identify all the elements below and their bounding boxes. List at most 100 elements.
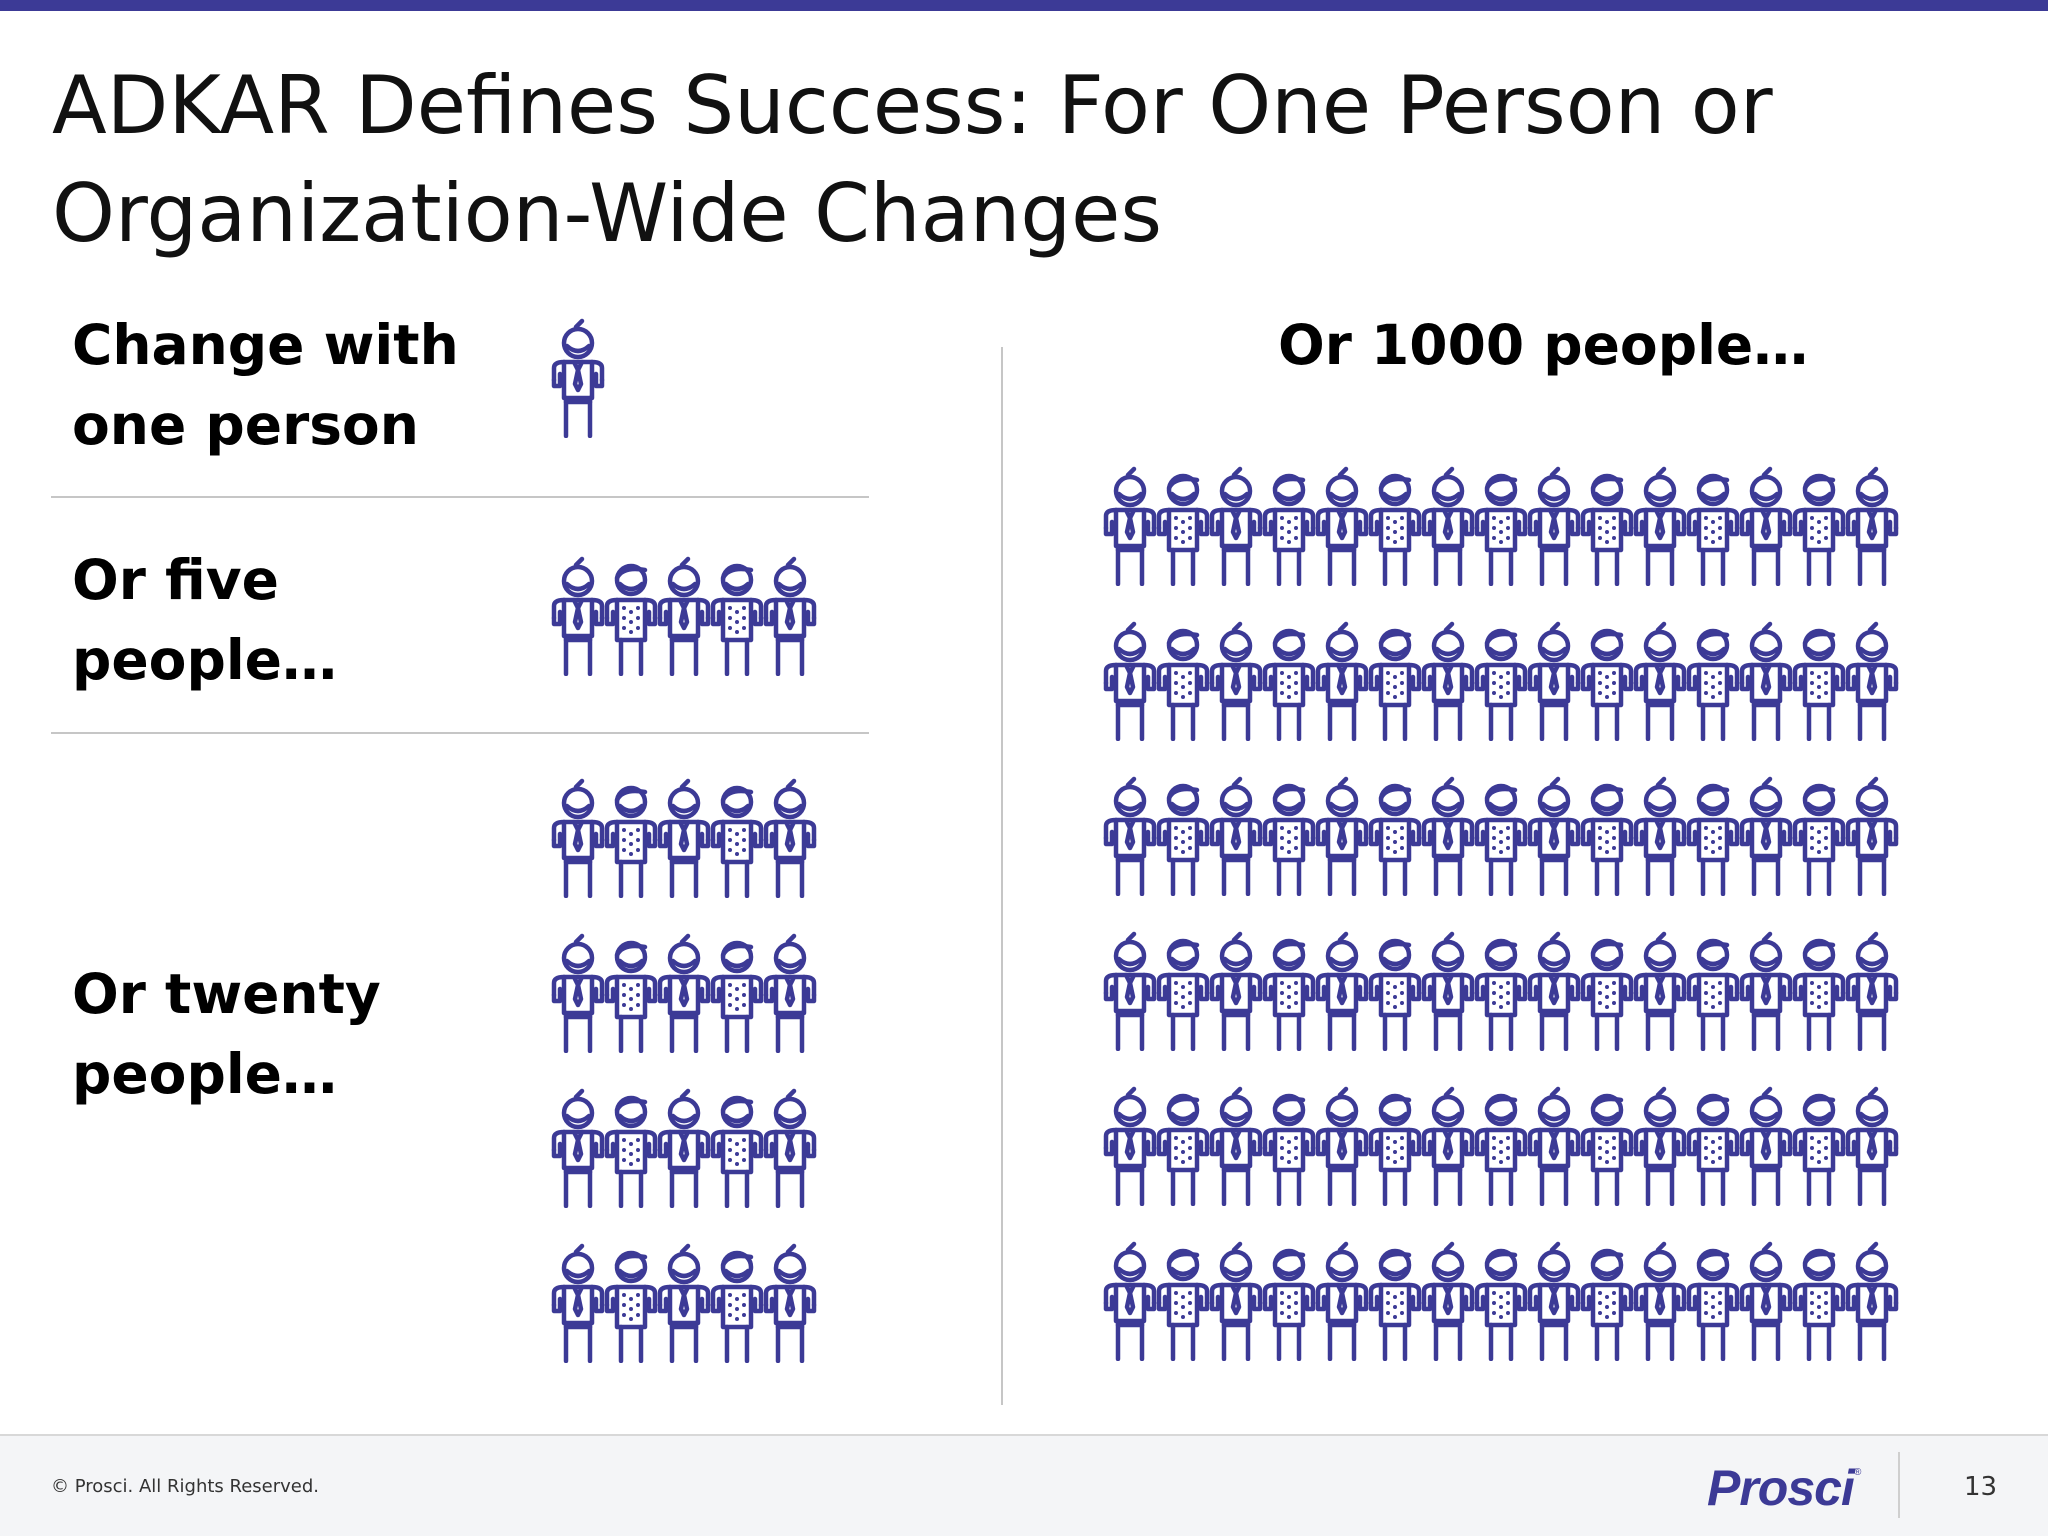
woman-icon [607,566,655,674]
column-divider [1001,347,1003,1405]
man-icon [660,936,708,1051]
man-icon [554,321,602,436]
man-icon [1636,469,1684,584]
man-icon [1636,934,1684,1049]
woman-icon [713,566,761,674]
man-icon [1636,624,1684,739]
label-five-people: Or five people… [72,548,337,692]
woman-icon [607,1098,655,1206]
man-icon [1848,1244,1896,1359]
man-icon [1530,624,1578,739]
man-icon [554,1091,602,1206]
man-icon [1530,469,1578,584]
man-icon [1742,779,1790,894]
man-icon [1424,1244,1472,1359]
woman-icon [1477,941,1525,1049]
man-icon [1848,624,1896,739]
woman-icon [1583,941,1631,1049]
woman-icon [1583,1251,1631,1359]
man-icon [1636,1244,1684,1359]
man-icon [766,1091,814,1206]
people-group-thousand [1102,466,1897,1366]
man-icon [1318,624,1366,739]
woman-icon [1477,786,1525,894]
woman-icon [1795,786,1843,894]
man-icon [1530,779,1578,894]
woman-icon [1795,1251,1843,1359]
woman-icon [1583,1096,1631,1204]
woman-icon [1477,1096,1525,1204]
man-icon [1318,779,1366,894]
woman-icon [1477,476,1525,584]
svg-text:Prosci: Prosci [1707,1460,1856,1516]
woman-icon [1795,631,1843,739]
woman-icon [1265,786,1313,894]
woman-icon [1689,476,1737,584]
man-icon [1848,469,1896,584]
woman-icon [1159,786,1207,894]
man-icon [766,936,814,1051]
people-group-one [550,318,606,438]
woman-icon [607,943,655,1051]
man-icon [660,559,708,674]
woman-icon [1159,941,1207,1049]
man-icon [1530,1089,1578,1204]
copyright-text: © Prosci. All Rights Reserved. [51,1476,320,1497]
woman-icon [1159,476,1207,584]
svg-text:®: ® [1854,1467,1862,1478]
label-thousand-people: Or 1000 people… [1278,313,1809,377]
woman-icon [607,788,655,896]
man-icon [1106,1244,1154,1359]
woman-icon [1689,786,1737,894]
woman-icon [1159,631,1207,739]
woman-icon [1159,1096,1207,1204]
woman-icon [1795,1096,1843,1204]
man-icon [1212,469,1260,584]
man-icon [1106,469,1154,584]
people-group-five [550,556,815,676]
page-number: 13 [1964,1472,1998,1502]
man-icon [1106,1089,1154,1204]
woman-icon [1371,631,1419,739]
man-icon [1742,624,1790,739]
man-icon [1530,934,1578,1049]
man-icon [1742,1244,1790,1359]
woman-icon [1795,476,1843,584]
woman-icon [1159,1251,1207,1359]
man-icon [1424,624,1472,739]
woman-icon [1371,941,1419,1049]
footer: © Prosci. All Rights Reserved. Prosci ® … [0,1434,2048,1536]
man-icon [1848,779,1896,894]
woman-icon [713,788,761,896]
man-icon [766,559,814,674]
woman-icon [1689,1096,1737,1204]
woman-icon [1689,1251,1737,1359]
man-icon [1742,469,1790,584]
man-icon [660,781,708,896]
man-icon [1530,1244,1578,1359]
divider-one-five [51,496,869,498]
woman-icon [1583,631,1631,739]
woman-icon [1265,631,1313,739]
man-icon [1636,1089,1684,1204]
man-icon [1424,469,1472,584]
woman-icon [1371,476,1419,584]
man-icon [1424,1089,1472,1204]
man-icon [1742,1089,1790,1204]
woman-icon [1265,1251,1313,1359]
footer-divider [1898,1452,1900,1518]
man-icon [766,781,814,896]
woman-icon [607,1253,655,1361]
woman-icon [1689,941,1737,1049]
label-twenty-people: Or twenty people… [72,962,381,1106]
man-icon [1212,934,1260,1049]
man-icon [1212,624,1260,739]
woman-icon [713,1253,761,1361]
woman-icon [713,1098,761,1206]
man-icon [1318,469,1366,584]
woman-icon [1371,786,1419,894]
divider-five-twenty [51,732,869,734]
man-icon [554,781,602,896]
man-icon [1106,934,1154,1049]
